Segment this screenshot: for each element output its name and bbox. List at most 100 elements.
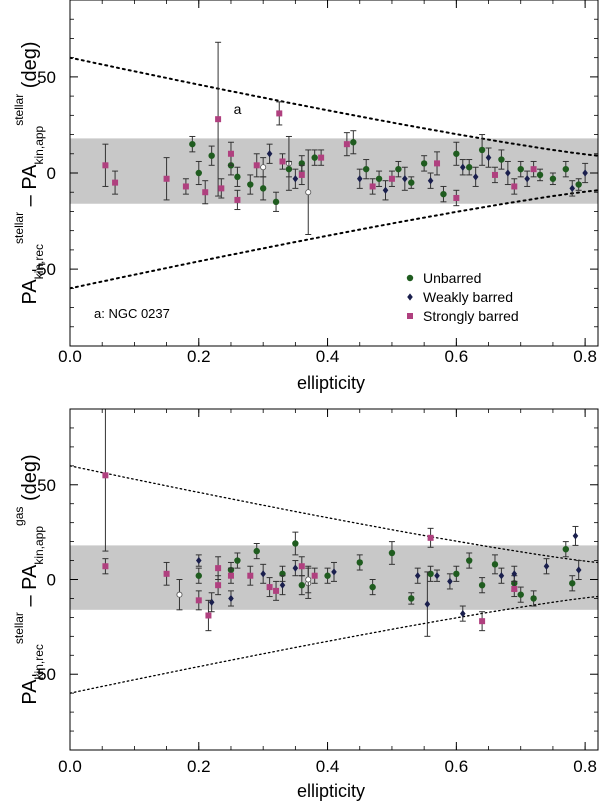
envelope-lower: [70, 189, 598, 290]
legend-label: Strongly barred: [423, 308, 519, 324]
note-label: a: NGC 0237: [94, 306, 170, 321]
point-circle-17: [440, 190, 447, 198]
point-diamond-12: [498, 572, 505, 580]
point-circle-11: [350, 139, 357, 146]
x-tick-label: 0.0: [58, 347, 82, 366]
point-circle-1: [195, 169, 202, 177]
x-tick-label: 0.8: [573, 347, 597, 366]
point-diamond-2: [228, 594, 234, 603]
point-diamond-12: [582, 169, 588, 177]
point-square-14: [343, 141, 350, 148]
x-axis-label: ellipticity: [297, 781, 365, 801]
point-circle-3: [253, 547, 260, 555]
legend-marker-diamond: [407, 293, 413, 301]
point-circle-13: [375, 175, 383, 182]
point-square-19: [491, 171, 498, 178]
point-square-7: [227, 150, 234, 157]
point-square-9: [253, 162, 260, 169]
point-diamond-1: [292, 175, 299, 183]
y-label-sup-1: stellar: [12, 212, 26, 244]
point-circle-2: [208, 152, 215, 159]
point-circle-12: [362, 165, 370, 173]
point-circle-2: [234, 557, 241, 564]
y-label-sub-1: kin,rec: [32, 644, 46, 679]
x-tick-label: 0.0: [58, 757, 82, 776]
point-diamond-14: [543, 562, 550, 570]
point-square-13: [427, 534, 434, 541]
y-label-pa-2: – PA: [19, 564, 41, 612]
point-circle-13: [453, 570, 460, 578]
x-tick-label: 0.4: [316, 757, 340, 776]
panel-top: 0.0 0.2 0.4 0.6 0.8 50 0 -50 ellipticity PAkin,re…: [12, 0, 599, 393]
point-circle-0: [189, 140, 196, 148]
y-tick-label: -50: [31, 665, 56, 684]
envelope-upper: [70, 56, 598, 157]
point-circle-25: [562, 165, 570, 173]
point-circle-18: [453, 150, 460, 157]
open-point-0: [176, 591, 183, 598]
envelope-lower: [70, 595, 598, 694]
point-circle-14: [395, 165, 402, 173]
point-square-17: [434, 160, 441, 167]
point-circle-11: [408, 595, 415, 602]
point-diamond-13: [511, 570, 518, 578]
point-circle-22: [517, 165, 524, 173]
point-square-15: [511, 585, 518, 592]
point-square-11: [279, 158, 286, 165]
point-diamond-2: [356, 175, 363, 183]
point-square-4: [202, 189, 209, 196]
point-square-6: [215, 582, 222, 589]
point-circle-9: [369, 583, 376, 591]
point-diamond-0: [195, 556, 202, 565]
point-diamond-10: [524, 175, 530, 183]
point-square-1: [112, 179, 119, 186]
point-circle-24: [549, 175, 557, 182]
point-square-5: [215, 116, 222, 123]
x-axis-label: ellipticity: [297, 373, 365, 393]
point-circle-0: [195, 572, 202, 579]
point-diamond-16: [575, 566, 582, 574]
y-tick-label: 50: [37, 476, 56, 495]
point-square-9: [266, 584, 273, 591]
point-circle-19: [530, 595, 537, 602]
point-circle-20: [478, 146, 486, 154]
y-label-pa-1: PA: [19, 279, 41, 305]
y-label-unit: (deg): [19, 42, 41, 94]
point-diamond-9: [434, 572, 440, 580]
point-circle-21: [569, 580, 576, 587]
legend-marker-circle: [406, 274, 414, 282]
x-tick-label: 0.6: [445, 757, 469, 776]
y-tick-label: 50: [37, 68, 56, 87]
y-axis-label: PAkin,rec stellar – PAkin,app gas (deg): [12, 454, 46, 704]
open-point-1: [305, 189, 312, 196]
scatter-band: [70, 138, 598, 204]
y-label-pa-1: PA: [19, 679, 41, 705]
y-label-unit: (deg): [19, 454, 41, 506]
x-tick-label: 0.2: [187, 757, 211, 776]
y-label-sub-2: kin,app: [32, 526, 46, 565]
point-circle-23: [536, 171, 544, 179]
legend-label: Unbarred: [423, 270, 481, 286]
point-square-6: [218, 185, 225, 192]
point-circle-10: [311, 154, 318, 161]
point-square-7: [227, 572, 234, 579]
y-tick-label: 0: [47, 164, 56, 183]
plot-area: [70, 41, 598, 290]
point-circle-14: [466, 557, 473, 564]
point-circle-16: [491, 561, 499, 568]
plot-area: [70, 409, 598, 694]
point-square-0: [102, 162, 109, 169]
y-label-sub-1: kin,rec: [32, 244, 46, 279]
y-label-pa-2: – PA: [19, 164, 41, 212]
point-circle-15: [408, 179, 415, 186]
point-square-8: [247, 572, 254, 579]
x-tick-label: 0.8: [573, 757, 597, 776]
point-circle-10: [388, 549, 396, 557]
point-diamond-10: [447, 577, 453, 585]
point-circle-6: [298, 581, 306, 589]
point-diamond-7: [414, 572, 421, 580]
point-diamond-8: [485, 154, 492, 162]
x-tick-label: 0.6: [445, 347, 469, 366]
legend-marker-square: [407, 313, 413, 319]
point-circle-18: [517, 591, 524, 598]
